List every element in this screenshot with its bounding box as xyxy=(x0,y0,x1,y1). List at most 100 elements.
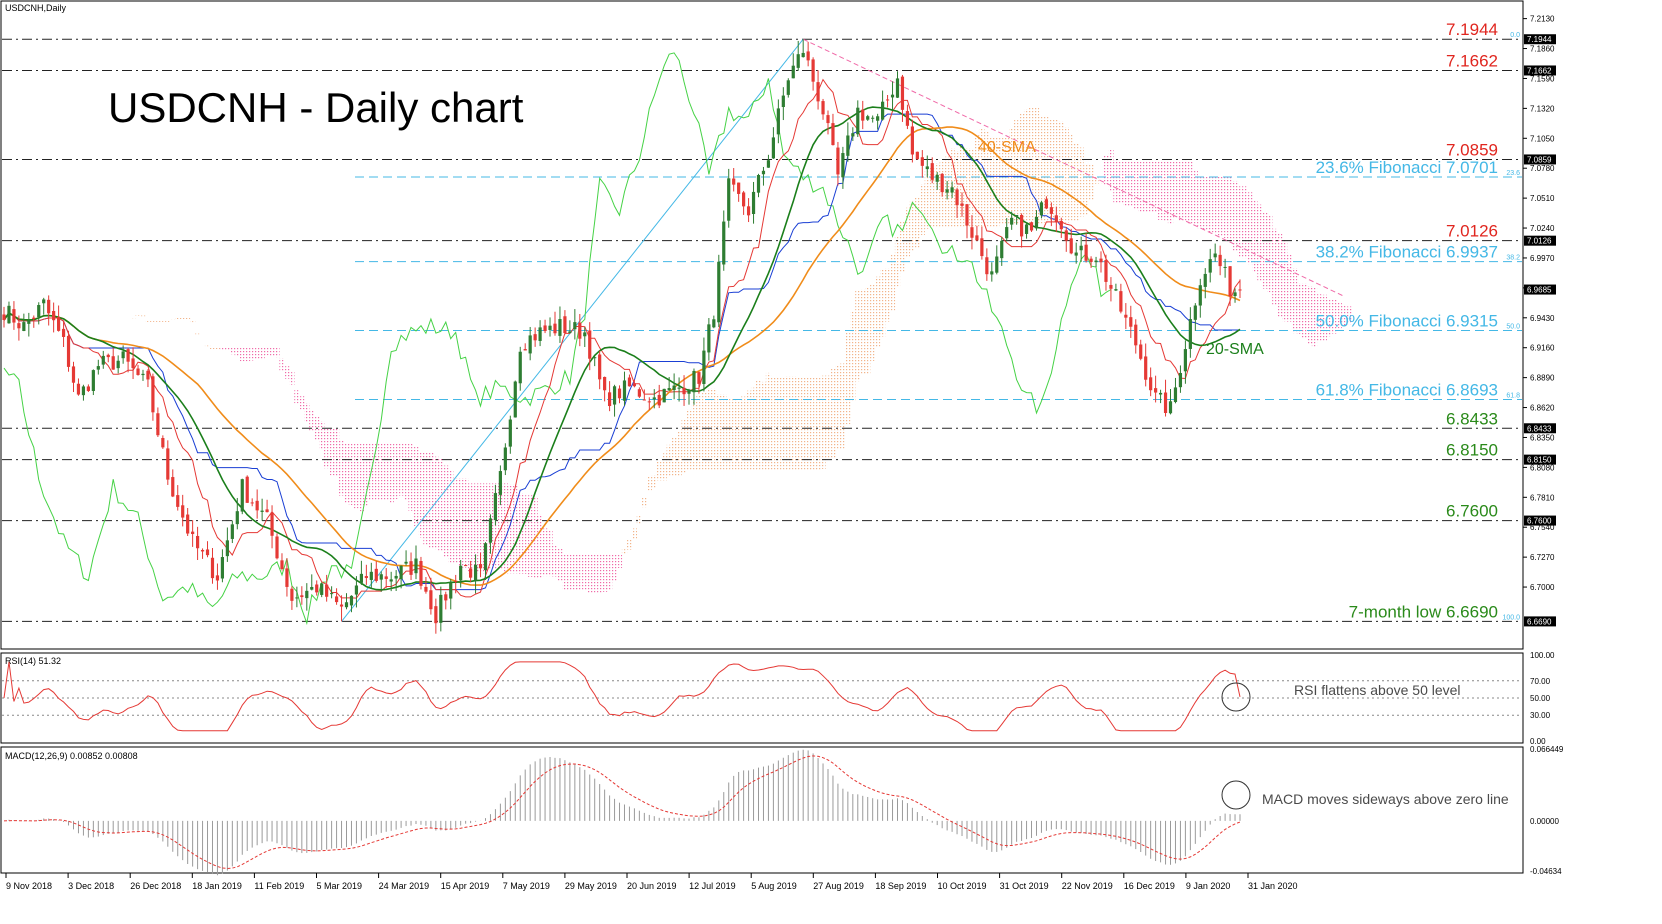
candle-body xyxy=(697,372,701,384)
cloud-segment xyxy=(686,409,692,471)
candle-body xyxy=(771,137,775,159)
price-tag-box xyxy=(1524,235,1556,246)
candle-body xyxy=(205,549,210,556)
candle-body xyxy=(1223,266,1227,268)
cloud-segment xyxy=(175,318,181,320)
candle-body xyxy=(429,590,433,610)
cloud-segment xyxy=(929,167,935,228)
candle-body xyxy=(742,192,746,207)
candle-body xyxy=(831,123,835,146)
candle-body xyxy=(270,512,274,536)
level-label-7: 61.8% Fibonacci 6.8693 xyxy=(1316,380,1498,399)
cloud-segment xyxy=(850,310,856,402)
candle-body xyxy=(310,586,314,590)
candle-body xyxy=(493,493,498,521)
macd-title: MACD(12,26,9) 0.00852 0.00808 xyxy=(5,751,138,761)
price-tick-label: 7.1320 xyxy=(1530,104,1555,113)
macd-tick-label: -0.04634 xyxy=(1530,867,1562,876)
cloud-segment xyxy=(403,442,409,500)
candle-body xyxy=(513,381,517,418)
cloud-segment xyxy=(870,284,876,361)
cloud-segment xyxy=(1177,160,1184,221)
candle-body xyxy=(612,386,617,405)
cloud-segment xyxy=(1296,283,1303,334)
candle-body xyxy=(985,257,989,275)
candle-body xyxy=(1039,202,1044,216)
cloud-segment xyxy=(557,548,563,582)
candle-body xyxy=(1104,260,1108,282)
cloud-segment xyxy=(770,377,776,471)
cloud-segment xyxy=(170,319,176,321)
cloud-segment xyxy=(810,376,816,471)
candle-body xyxy=(57,317,61,331)
cloud-segment xyxy=(1227,176,1233,243)
candle-body xyxy=(846,135,850,156)
candle-body xyxy=(260,510,264,512)
candle-body xyxy=(1203,273,1207,287)
candle-body xyxy=(210,557,215,579)
macd-signal-line xyxy=(3,755,1241,870)
cloud-segment xyxy=(234,348,240,357)
rsi-highlight-circle xyxy=(1221,682,1251,712)
cloud-segment xyxy=(165,320,171,322)
cloud-segment xyxy=(1242,186,1248,259)
cloud-segment xyxy=(130,317,136,319)
price-tag-box xyxy=(1524,34,1556,45)
rsi-annotation: RSI flattens above 50 level xyxy=(1294,682,1461,698)
time-tick-label: 10 Oct 2019 xyxy=(938,881,987,891)
level-label-5: 38.2% Fibonacci 6.9937 xyxy=(1316,243,1498,262)
candle-body xyxy=(96,366,100,370)
cloud-segment xyxy=(358,442,364,512)
cloud-segment xyxy=(219,348,226,350)
price-tag-label: 6.9685 xyxy=(1527,286,1552,295)
candle-body xyxy=(816,82,820,102)
cloud-segment xyxy=(468,483,474,574)
cloud-segment xyxy=(726,398,732,471)
candle-body xyxy=(1064,230,1068,241)
cloud-segment xyxy=(691,401,697,471)
candle-body xyxy=(161,438,165,448)
cloud-segment xyxy=(1202,176,1208,231)
cloud-segment xyxy=(626,539,633,550)
candle-body xyxy=(454,580,458,582)
candle-body xyxy=(12,309,16,323)
cloud-segment xyxy=(760,381,767,471)
cloud-segment xyxy=(477,483,484,574)
candle-body xyxy=(320,583,324,595)
chikou-span-line xyxy=(3,52,1112,626)
cloud-segment xyxy=(1043,115,1050,223)
cloud-segment xyxy=(443,465,449,558)
fib-percent-label: 100.0 xyxy=(1502,614,1520,621)
cloud-segment xyxy=(373,442,379,501)
rsi-title: RSI(14) 51.32 xyxy=(5,656,61,666)
cloud-segment xyxy=(889,253,896,311)
cloud-segment xyxy=(636,514,642,525)
time-tick-label: 24 Mar 2019 xyxy=(379,881,430,891)
cloud-segment xyxy=(919,184,925,235)
level-label-2: 7.0859 xyxy=(1446,140,1498,159)
time-tick-label: 5 Aug 2019 xyxy=(751,881,797,891)
candle-body xyxy=(836,147,840,175)
cloud-segment xyxy=(1162,160,1169,222)
cloud-segment xyxy=(880,268,886,337)
cloud-segment xyxy=(185,318,191,320)
candle-body xyxy=(116,360,120,369)
candle-body xyxy=(1213,253,1217,258)
level-label-0: 7.1944 xyxy=(1446,20,1498,39)
cloud-segment xyxy=(909,201,915,252)
candle-body xyxy=(821,101,825,115)
cloud-segment xyxy=(934,163,940,228)
cloud-segment xyxy=(1083,164,1089,216)
candle-body xyxy=(27,320,31,324)
candle-body xyxy=(126,349,130,362)
candle-body xyxy=(647,401,651,403)
cloud-segment xyxy=(1143,160,1149,212)
cloud-segment xyxy=(333,427,340,477)
candle-body xyxy=(32,317,36,319)
candle-body xyxy=(200,549,205,552)
cloud-segment xyxy=(711,388,717,471)
cloud-segment xyxy=(731,399,737,471)
cloud-segment xyxy=(398,442,404,496)
cloud-segment xyxy=(1058,121,1064,223)
cloud-segment xyxy=(244,348,250,362)
